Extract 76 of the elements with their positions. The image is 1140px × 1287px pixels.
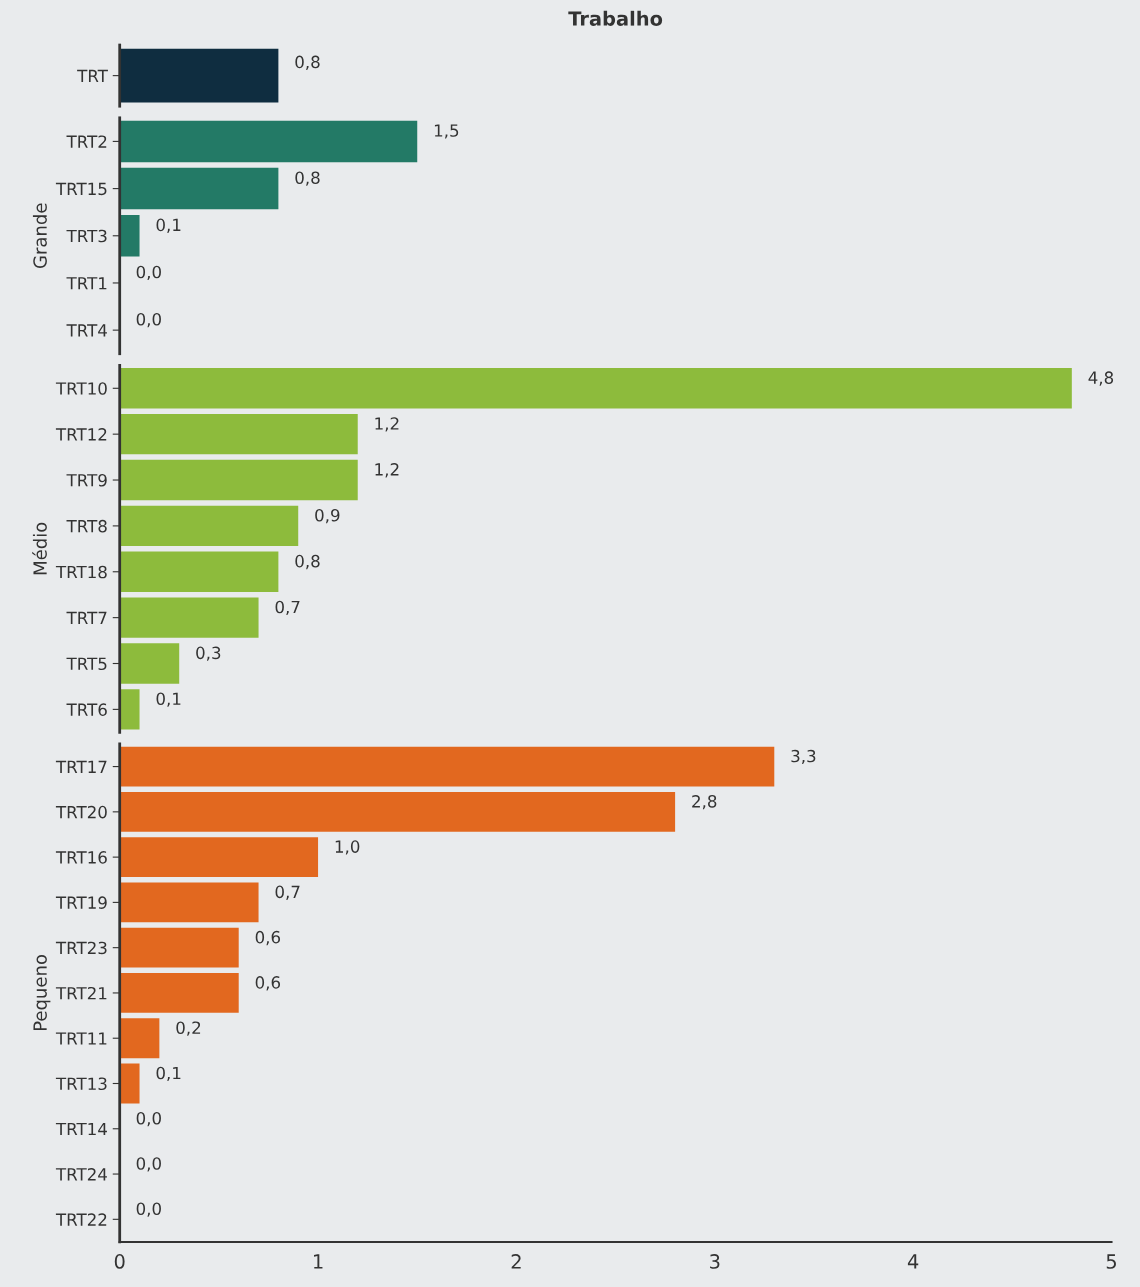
y-tick-label: TRT22: [55, 1213, 107, 1226]
y-tick-label: TRT20: [55, 805, 107, 819]
y-tick-label: TRT6: [66, 703, 107, 716]
bar: [119, 837, 319, 878]
y-tick-label: TRT23: [55, 941, 107, 955]
data-label: 1,5: [434, 124, 459, 139]
data-label: 0,8: [295, 55, 320, 70]
x-tick-label: 1: [314, 1254, 323, 1269]
y-tick-label: TRT9: [66, 473, 107, 487]
y-tick-label: TRT16: [55, 851, 107, 864]
y-tick-label: TRT12: [55, 428, 107, 441]
y-tick-label: TRT14: [55, 1122, 107, 1136]
data-label: 0,7: [275, 885, 300, 900]
data-label: 0,1: [156, 1066, 181, 1081]
x-tick-label: 0: [114, 1254, 125, 1269]
data-label: 0,0: [136, 1111, 161, 1127]
data-label: 0,0: [136, 1157, 161, 1172]
data-label: 2,8: [692, 795, 717, 810]
x-tick-label: 3: [710, 1254, 720, 1269]
bar: [119, 459, 358, 501]
bar: [119, 597, 259, 638]
y-tick-label: TRT15: [55, 182, 107, 196]
data-label: 0,8: [295, 171, 320, 186]
x-tick-label: 5: [1106, 1254, 1116, 1269]
y-tick-label: TRT13: [55, 1077, 107, 1091]
data-label: 0,0: [136, 312, 161, 328]
bar: [119, 1063, 140, 1104]
data-label: 4,8: [1088, 371, 1114, 386]
bar: [119, 973, 239, 1013]
bar: [119, 643, 180, 684]
bar: [119, 413, 358, 455]
data-label: 0,0: [136, 265, 161, 281]
chart-title: Trabalho: [568, 10, 663, 26]
y-tick-label: TRT2: [66, 135, 107, 148]
data-label: 0,8: [295, 554, 320, 570]
y-axis-title: Pequeno: [33, 955, 51, 1031]
data-label: 0,2: [176, 1021, 201, 1036]
bar: [119, 551, 279, 592]
data-label: 1,2: [375, 417, 399, 432]
x-tick-label: 2: [511, 1254, 521, 1269]
y-tick-label: TRT: [77, 69, 108, 82]
bar: [119, 1018, 160, 1059]
y-axis-title: Médio: [32, 522, 47, 575]
y-tick-label: TRT19: [55, 896, 107, 909]
y-tick-label: TRT17: [55, 760, 107, 773]
bar: [119, 368, 1072, 409]
y-axis-title: Grande: [32, 203, 47, 269]
y-tick-label: TRT3: [66, 229, 107, 243]
y-tick-label: TRT24: [55, 1168, 107, 1181]
data-label: 0,9: [315, 508, 340, 524]
bar: [119, 505, 299, 547]
data-label: 1,2: [375, 463, 399, 478]
y-tick-label: TRT1: [66, 277, 107, 290]
data-label: 0,1: [156, 218, 181, 233]
y-tick-label: TRT21: [55, 986, 107, 1000]
y-tick-label: TRT7: [66, 611, 107, 624]
x-tick-label: 4: [907, 1254, 919, 1269]
data-label: 3,3: [791, 749, 816, 765]
bar: [119, 927, 239, 968]
y-tick-label: TRT10: [55, 382, 107, 395]
data-label: 0,1: [156, 692, 181, 707]
y-tick-label: TRT5: [66, 657, 107, 671]
data-label: 0,3: [196, 646, 221, 661]
data-label: 0,7: [275, 600, 300, 615]
y-tick-label: TRT4: [66, 324, 107, 337]
y-tick-label: TRT11: [55, 1032, 107, 1045]
bar: [119, 882, 259, 923]
data-label: 0,6: [255, 930, 281, 946]
bar: [119, 746, 775, 787]
y-tick-label: TRT8: [66, 519, 107, 533]
bar: [119, 689, 140, 730]
data-label: 0,6: [255, 976, 281, 991]
data-label: 1,0: [335, 840, 360, 855]
data-label: 0,0: [136, 1202, 161, 1217]
bar: [119, 791, 676, 832]
y-tick-label: TRT18: [55, 565, 107, 579]
